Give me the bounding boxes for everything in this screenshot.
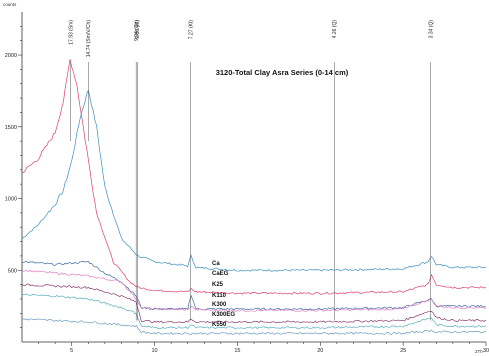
- peak-label: 14.74 (Sm/V/Ch): [86, 20, 92, 58]
- peak-label: 17.93 (Sm): [68, 20, 74, 45]
- x-tick-label: 15: [234, 348, 240, 354]
- x-tick-label: 5: [70, 348, 73, 354]
- legend-label: K300EG: [212, 312, 235, 318]
- y-tick-label: 1000: [5, 197, 17, 203]
- peak-label: 4.26 (Q): [332, 20, 338, 39]
- series-line-1: [21, 88, 487, 272]
- peak-label: 3.34 (Q): [428, 20, 434, 39]
- x-axis-unit-label: 2Th: [475, 349, 483, 354]
- legend-label: K550: [212, 322, 227, 328]
- y-axis-unit-label: counts: [3, 2, 17, 7]
- legend-label: CaEG: [212, 271, 229, 277]
- peak-label: 9.86 (M): [135, 20, 141, 39]
- legend-label: K300: [212, 302, 227, 308]
- y-tick-label: 1500: [5, 125, 17, 131]
- axes: 5 10 15 20 25 30 500 1000 1500 2000: [5, 12, 489, 354]
- series-layer: [21, 59, 487, 335]
- series-line-2: [21, 59, 487, 295]
- peak-label: 9.94 (Ch): [134, 20, 140, 41]
- y-tick-label: 2000: [5, 53, 17, 59]
- x-tick-label: 30: [483, 348, 489, 354]
- legend-label: K110: [212, 293, 227, 299]
- peak-label: 7.27 (Kt): [188, 20, 194, 40]
- legend-label: K25: [212, 282, 224, 288]
- peak-markers: 17.93 (Sm) 14.74 (Sm/V/Ch) 9.94 (Ch)9.86 (…: [68, 20, 434, 321]
- series-line-7: [21, 318, 487, 335]
- series-line-5: [21, 283, 487, 324]
- series-line-4: [21, 269, 487, 312]
- legend-label: Ca: [212, 261, 220, 267]
- x-tick-label: 10: [152, 348, 158, 354]
- x-tick-label: 25: [400, 348, 406, 354]
- y-tick-label: 500: [8, 268, 17, 274]
- x-tick-label: 20: [317, 348, 323, 354]
- series-line-6: [21, 293, 487, 330]
- chart-title: 3120-Total Clay Asra Series (0-14 cm): [216, 68, 349, 77]
- series-line-3: [21, 260, 487, 311]
- legend: Ca CaEG K25 K110 K300 K300EG K550: [212, 261, 235, 328]
